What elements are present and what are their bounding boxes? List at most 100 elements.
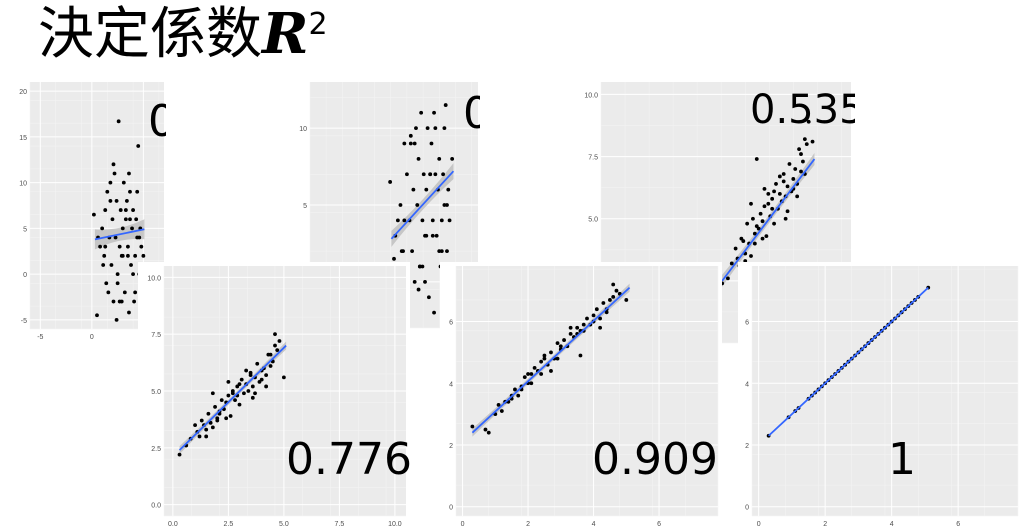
- data-point: [611, 294, 616, 299]
- y-tick-label: 10: [19, 181, 27, 188]
- data-point: [264, 384, 269, 389]
- data-point: [555, 356, 560, 361]
- data-point: [420, 264, 425, 269]
- scatter-plot-r2-0-776: 0.0 2.5 5.0 7.5 10.0 0.0 2.5 5.0 7.5 10.0 0.776: [138, 262, 410, 532]
- r2-value-label: 0.535: [750, 87, 855, 133]
- data-point: [123, 217, 128, 222]
- data-point: [141, 253, 146, 258]
- scatter-plot-r2-1: 0 2 4 6 0 2 4 6 1: [738, 262, 1022, 532]
- data-point: [539, 372, 544, 376]
- data-point: [177, 452, 182, 457]
- data-point: [204, 427, 209, 432]
- data-point: [210, 425, 215, 430]
- plot-svg: 0 2 4 6 0 2 4 6: [449, 266, 719, 528]
- data-point: [446, 187, 451, 192]
- data-point: [416, 156, 421, 161]
- data-point: [442, 126, 447, 131]
- data-point: [250, 395, 255, 400]
- plot-svg: 0.0 2.5 5.0 7.5 10.0 0.0 2.5 5.0 7.5 10.0: [147, 266, 406, 528]
- data-point: [100, 226, 105, 231]
- data-point: [542, 353, 547, 358]
- data-point: [774, 182, 778, 186]
- data-point: [598, 316, 602, 321]
- data-point: [134, 217, 139, 222]
- data-point: [111, 162, 116, 167]
- data-point: [109, 263, 114, 267]
- data-point: [104, 281, 109, 286]
- data-point: [250, 384, 255, 389]
- data-point: [126, 253, 130, 258]
- y-tick-label: 0: [745, 505, 749, 512]
- data-point: [787, 162, 792, 166]
- data-point: [439, 218, 444, 223]
- data-point: [395, 218, 400, 223]
- data-point: [614, 288, 619, 293]
- data-point: [424, 233, 429, 238]
- data-point: [799, 169, 803, 174]
- data-point: [797, 147, 801, 152]
- data-point: [399, 249, 404, 254]
- data-point: [210, 391, 215, 396]
- x-tick-label: 7.5: [335, 521, 345, 528]
- data-point: [445, 249, 449, 254]
- data-point: [219, 398, 224, 402]
- data-point: [124, 199, 129, 203]
- r2-value-label: 0.776: [286, 434, 410, 485]
- data-point: [529, 381, 534, 386]
- y-tick-label: 5.0: [151, 389, 161, 396]
- y-tick-label: 6: [745, 320, 749, 327]
- data-point: [752, 231, 757, 236]
- data-point: [801, 159, 805, 164]
- data-point: [428, 172, 433, 177]
- x-tick-label: 6: [956, 521, 960, 528]
- regression-line: [721, 158, 816, 282]
- data-point: [726, 276, 730, 281]
- data-point: [113, 235, 118, 240]
- data-point: [483, 427, 488, 432]
- data-point: [248, 373, 253, 377]
- data-point: [426, 295, 431, 300]
- data-point: [785, 209, 790, 214]
- data-point: [749, 201, 753, 206]
- data-point: [127, 171, 131, 176]
- data-point: [486, 430, 491, 435]
- regression-line: [94, 228, 145, 241]
- r2-value-label: 0.034: [148, 96, 166, 147]
- data-point: [443, 103, 448, 107]
- data-point: [743, 259, 748, 263]
- y-tick-label: 5.0: [588, 217, 598, 224]
- data-point: [114, 317, 119, 322]
- data-point: [242, 391, 246, 396]
- r2-value-label: 1: [888, 434, 916, 485]
- data-point: [133, 290, 138, 295]
- data-point: [117, 244, 122, 249]
- data-point: [429, 141, 434, 146]
- data-point: [766, 201, 771, 206]
- data-point: [558, 344, 563, 349]
- data-point: [434, 233, 439, 238]
- title-exponent: 2: [308, 7, 328, 42]
- regression-line: [471, 286, 631, 434]
- regression-line: [768, 286, 929, 437]
- data-point: [806, 119, 811, 124]
- data-point: [402, 218, 407, 223]
- data-point: [795, 194, 800, 199]
- data-point: [758, 211, 763, 216]
- data-point: [405, 172, 409, 177]
- data-point: [128, 189, 132, 194]
- data-point: [772, 189, 776, 194]
- data-point: [117, 299, 122, 304]
- data-point: [754, 224, 759, 229]
- data-point: [751, 216, 755, 221]
- data-point: [411, 187, 416, 192]
- data-point: [549, 369, 553, 373]
- data-point: [450, 156, 455, 161]
- data-point: [585, 316, 589, 321]
- data-point: [433, 126, 438, 131]
- data-point: [102, 253, 107, 258]
- plot-svg: 0 2 4 6 0 2 4 6: [745, 266, 1019, 528]
- data-point: [137, 235, 142, 240]
- x-tick-label: 5.0: [279, 521, 289, 528]
- data-point: [624, 298, 629, 302]
- r2-value-label: 0.909: [592, 434, 718, 485]
